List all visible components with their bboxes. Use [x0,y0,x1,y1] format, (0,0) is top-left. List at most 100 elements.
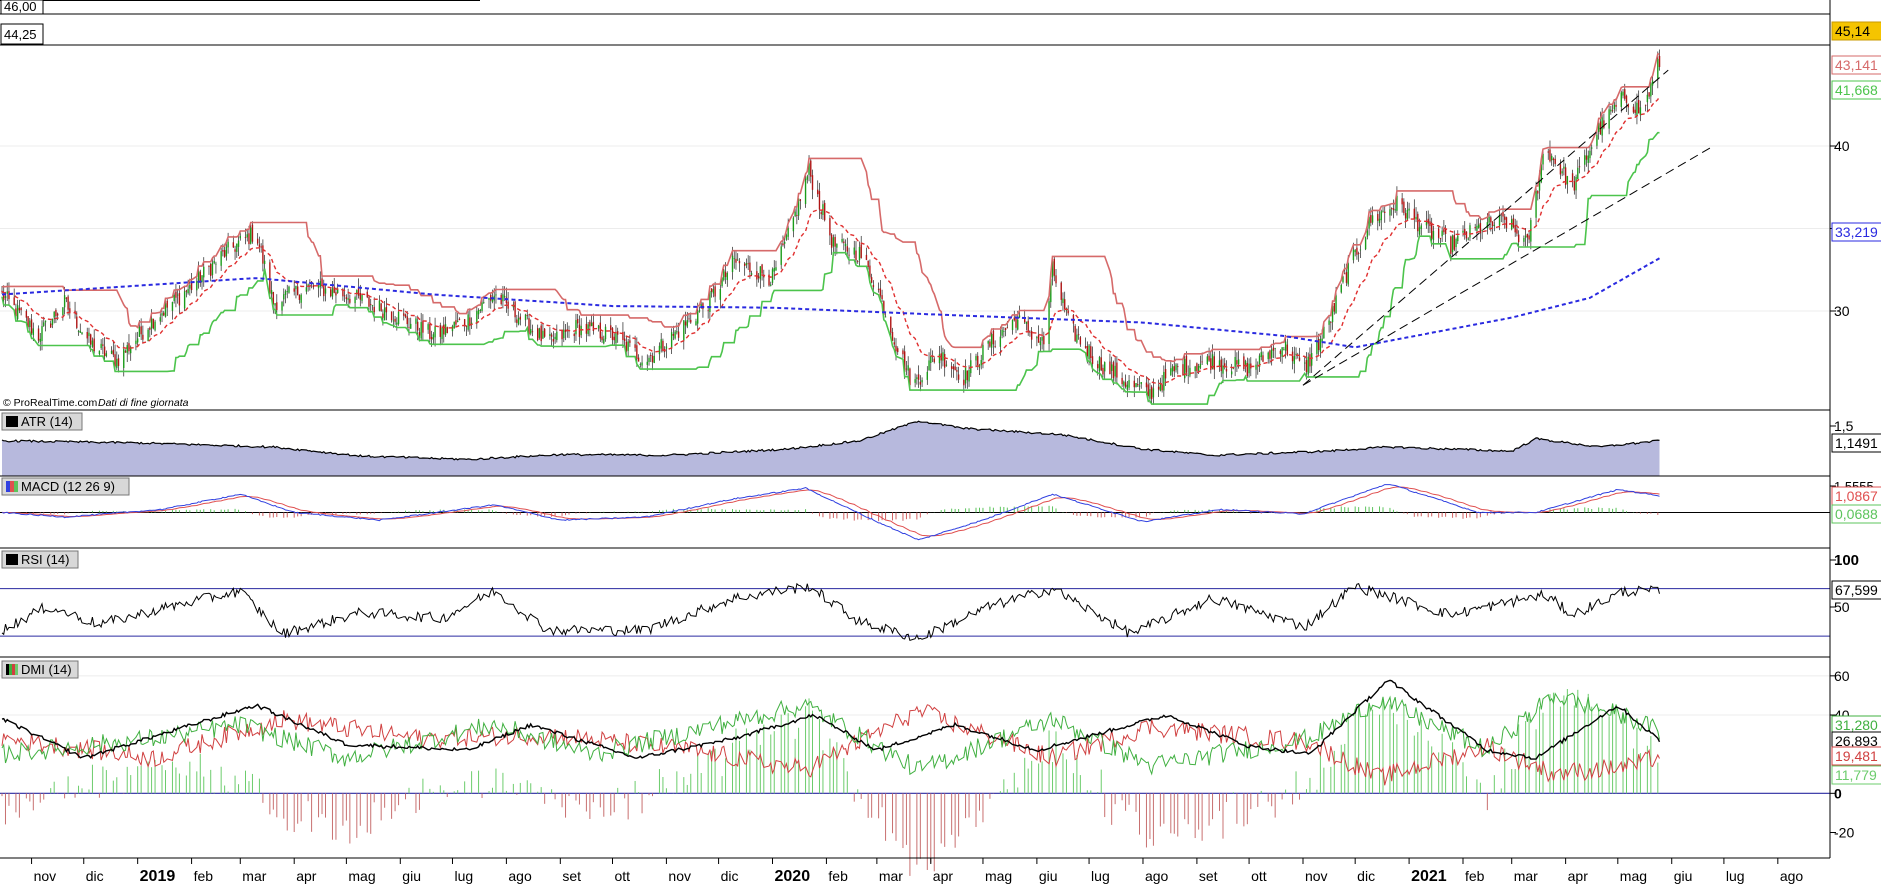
candle [980,354,982,370]
candle-body [1634,109,1636,114]
candle-body [1295,353,1297,355]
candle-body [577,318,579,324]
candle [1551,153,1553,166]
dmi-plus-di-line [1,692,1660,776]
price-box-46-label: 46,00 [4,0,37,14]
candle-body [1575,176,1577,191]
candle-body [368,297,370,307]
candle-body [1030,330,1033,340]
candle-body [1243,356,1245,370]
candle [1425,210,1428,229]
moving-average-fast [1,95,1661,386]
candle-body [77,330,80,332]
candle [477,308,480,319]
candle [592,313,595,335]
candle-body [251,224,254,242]
candle [312,283,315,290]
candle [1547,148,1549,160]
candle-body [1486,222,1489,229]
candle-body [836,243,838,248]
candle [1246,357,1249,378]
candle [855,241,857,266]
candle-body [1357,253,1360,255]
candle-body [1547,151,1549,153]
candle [707,307,709,319]
candle-body [709,291,711,312]
candle [142,325,144,343]
candle-body [1488,216,1490,223]
candle [653,346,655,364]
candle [869,259,871,279]
candle-body [1222,365,1224,374]
candle-body [552,338,555,342]
candle-body [1015,318,1017,328]
candle-body [293,288,295,292]
candle [1564,163,1567,189]
candle [1610,105,1612,115]
candle-body [503,295,506,298]
candle-body [1177,366,1179,368]
candle-body [660,339,662,349]
candle-body [834,237,836,247]
candle-body [227,241,229,248]
candle [1502,205,1504,223]
candle-body [823,202,826,221]
dmi-panel: DMI (14) [0,660,1830,876]
candle [1359,244,1362,258]
candle-body [1524,235,1527,238]
candle-body [123,349,125,368]
candle [1384,206,1386,223]
candle [1236,352,1238,372]
candle-body [232,242,235,248]
candle-body [210,263,212,276]
candle-body [1577,167,1579,179]
candle-body [794,211,796,217]
candle-body [530,329,532,334]
candle-body [1199,363,1202,368]
candle-body [1591,147,1593,149]
time-axis-label-1: dic [86,868,104,884]
candle-body [149,327,151,330]
candle-body [1549,149,1551,162]
rsi-value-label: 67,599 [1835,582,1878,598]
candle [1110,356,1113,379]
candle-body [1064,299,1066,310]
candle-body [1173,366,1175,372]
moving-average-slow [1,257,1661,349]
candle [1417,211,1419,238]
candle-body [1514,225,1516,233]
candle-body [1477,224,1480,228]
time-axis-label-33: ago [1780,868,1804,884]
candle-body [1384,211,1386,213]
candle [159,313,161,325]
candle-body [610,325,612,330]
dmi-axis-label-0: 0 [1834,785,1842,801]
time-axis-label-10: set [562,868,581,884]
candle [1003,326,1005,338]
candle [1444,225,1447,242]
candle [658,342,661,361]
candle [1627,103,1629,115]
candle-body [1098,356,1101,371]
candle [1599,111,1602,135]
candle [361,293,363,304]
candle [1549,140,1551,163]
candle-body [140,326,142,335]
candle-body [331,288,334,297]
candle-body [1624,89,1626,99]
candle [749,255,751,279]
candle [858,241,861,266]
candle [147,328,149,342]
candle [683,320,685,350]
candle-body [1542,154,1544,165]
candle-body [248,233,250,245]
candle-body [76,316,78,328]
candle [1218,351,1221,372]
candle [1476,219,1478,241]
candle-body [637,357,640,362]
candle [1171,364,1174,377]
candle-body [994,346,996,347]
candle-body [817,189,819,195]
candle-body [1377,214,1379,221]
